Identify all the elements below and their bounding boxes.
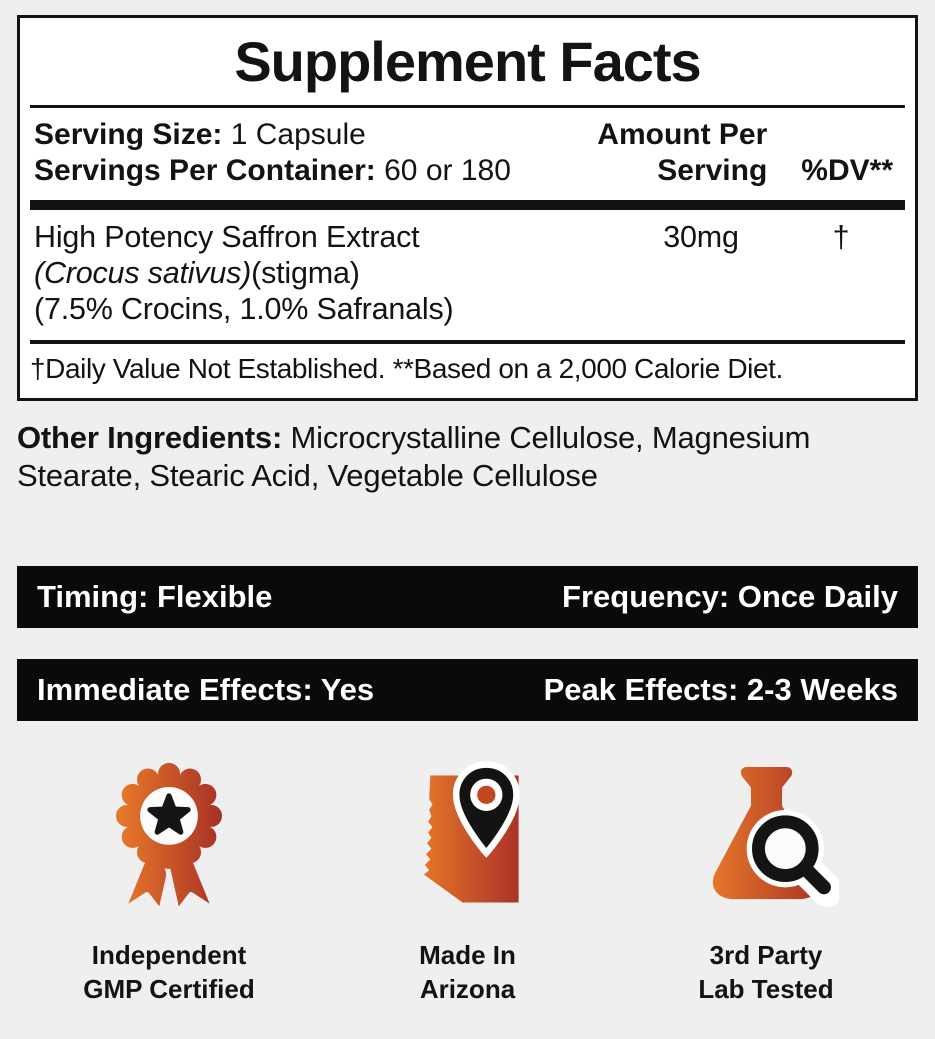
ingredient-part: (stigma)	[251, 255, 360, 290]
panel-title: Supplement Facts	[234, 30, 701, 93]
servings-label: Servings Per Container:	[34, 153, 376, 187]
supplement-facts-panel: Supplement Facts Serving Size: 1 Capsule…	[17, 15, 918, 401]
ingredient-dv: †	[832, 219, 850, 254]
ingredient-row: High Potency Saffron Extract (Crocus sat…	[20, 210, 915, 340]
feature-gmp-certified: Independent GMP Certified	[24, 755, 314, 1007]
peak-effects-text: Peak Effects: 2-3 Weeks	[543, 672, 898, 708]
ingredient-name: High Potency Saffron Extract (Crocus sat…	[34, 220, 621, 328]
servings-value: 60 or 180	[384, 153, 511, 187]
serving-details: Serving Size: 1 Capsule Servings Per Con…	[34, 117, 597, 189]
timing-text: Timing: Flexible	[37, 579, 273, 615]
serving-size-label: Serving Size:	[34, 117, 223, 151]
serving-divider	[30, 199, 905, 210]
ingredient-amount: 30mg	[663, 219, 739, 254]
amount-per-serving-header: Amount Per Serving	[597, 117, 768, 187]
other-ingredients-value: Microcrystalline Cellulose, Magnesium St…	[17, 419, 811, 494]
arizona-map-pin-icon	[398, 755, 538, 923]
title-divider	[30, 104, 905, 108]
ingredient-latin: (Crocus sativus)	[34, 255, 252, 290]
dv-header: %DV**	[801, 153, 893, 187]
footnote-divider	[30, 339, 905, 344]
ingredient-title: High Potency Saffron Extract	[34, 219, 420, 254]
feature-caption: Made In Arizona	[419, 940, 516, 1004]
serving-size-value: 1 Capsule	[230, 117, 366, 151]
flask-magnifier-icon	[694, 755, 839, 923]
award-ribbon-icon	[106, 755, 232, 923]
other-ingredients-label: Other Ingredients:	[17, 419, 283, 455]
ingredient-standardization: (7.5% Crocins, 1.0% Safranals)	[34, 291, 454, 326]
feature-badges: Independent GMP Certified	[0, 755, 935, 1007]
effects-bar: Immediate Effects: Yes Peak Effects: 2-3…	[17, 659, 918, 722]
serving-size-row: Serving Size: 1 Capsule	[34, 117, 597, 153]
feature-lab-tested: 3rd Party Lab Tested	[621, 755, 911, 1007]
footnote: †Daily Value Not Established. **Based on…	[30, 352, 783, 384]
other-ingredients: Other Ingredients: Microcrystalline Cell…	[17, 419, 918, 497]
supplement-label: Supplement Facts Serving Size: 1 Capsule…	[0, 15, 935, 1039]
timing-frequency-bar: Timing: Flexible Frequency: Once Daily	[17, 566, 918, 629]
feature-caption: Independent GMP Certified	[83, 940, 255, 1004]
feature-made-in-arizona: Made In Arizona	[323, 755, 613, 1007]
immediate-effects-text: Immediate Effects: Yes	[37, 672, 375, 708]
feature-caption: 3rd Party Lab Tested	[698, 940, 834, 1004]
serving-info: Serving Size: 1 Capsule Servings Per Con…	[20, 108, 915, 200]
frequency-text: Frequency: Once Daily	[562, 579, 898, 615]
servings-per-container-row: Servings Per Container: 60 or 180	[34, 153, 597, 189]
ingredient-botanical: (Crocus sativus)(stigma)	[34, 256, 621, 292]
